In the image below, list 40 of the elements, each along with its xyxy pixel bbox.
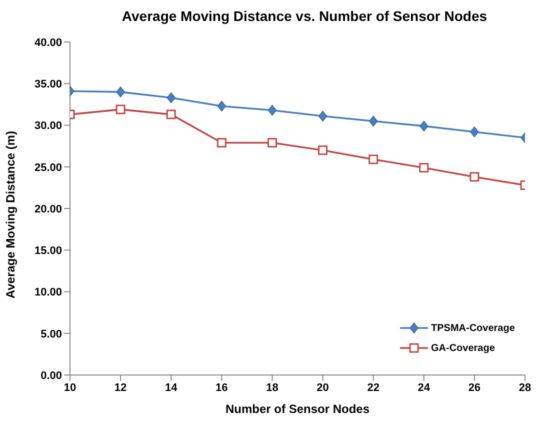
point bbox=[419, 162, 429, 172]
point bbox=[419, 120, 428, 132]
point bbox=[267, 138, 277, 148]
point bbox=[116, 104, 126, 114]
point bbox=[268, 104, 277, 116]
point bbox=[470, 172, 480, 182]
legend-label: TPSMA-Coverage bbox=[431, 322, 515, 334]
x-tick-label: 12 bbox=[114, 382, 127, 394]
y-tick-label: 40.00 bbox=[34, 36, 62, 49]
x-tick-label: 28 bbox=[518, 382, 532, 394]
point bbox=[166, 92, 176, 104]
point bbox=[166, 110, 176, 120]
x-tick-label: 14 bbox=[164, 382, 178, 394]
y-tick-label: 35.00 bbox=[34, 78, 62, 91]
x-tick-label: 10 bbox=[64, 382, 76, 394]
point bbox=[216, 138, 226, 148]
x-axis-title: Number of Sensor Nodes bbox=[225, 402, 370, 416]
x-tick-label: 16 bbox=[216, 382, 228, 394]
x-tick-label: 22 bbox=[367, 382, 380, 394]
y-tick-label: 0.00 bbox=[40, 370, 62, 382]
y-tick-label: 25.00 bbox=[34, 162, 62, 174]
point bbox=[318, 110, 328, 122]
point bbox=[116, 86, 125, 98]
chart-title: Average Moving Distance vs. Number of Sensor Nodes bbox=[120, 7, 488, 26]
point bbox=[217, 100, 226, 112]
point bbox=[470, 126, 479, 138]
x-tick-label: 20 bbox=[316, 382, 329, 394]
y-tick-label: 5.00 bbox=[40, 328, 62, 340]
point bbox=[318, 145, 328, 155]
y-tick-label: 10.00 bbox=[34, 286, 62, 299]
legend-label: GA-Coverage bbox=[431, 342, 495, 354]
y-axis-title: Average Moving Distance (m) bbox=[3, 130, 18, 298]
y-tick-label: 15.00 bbox=[34, 245, 62, 258]
x-tick-label: 18 bbox=[266, 382, 278, 394]
y-tick-label: 20.00 bbox=[34, 203, 62, 216]
point bbox=[368, 154, 378, 164]
x-tick-label: 26 bbox=[468, 382, 481, 394]
y-tick-label: 30.00 bbox=[34, 120, 62, 132]
point bbox=[368, 116, 378, 126]
x-tick-label: 24 bbox=[418, 382, 431, 394]
